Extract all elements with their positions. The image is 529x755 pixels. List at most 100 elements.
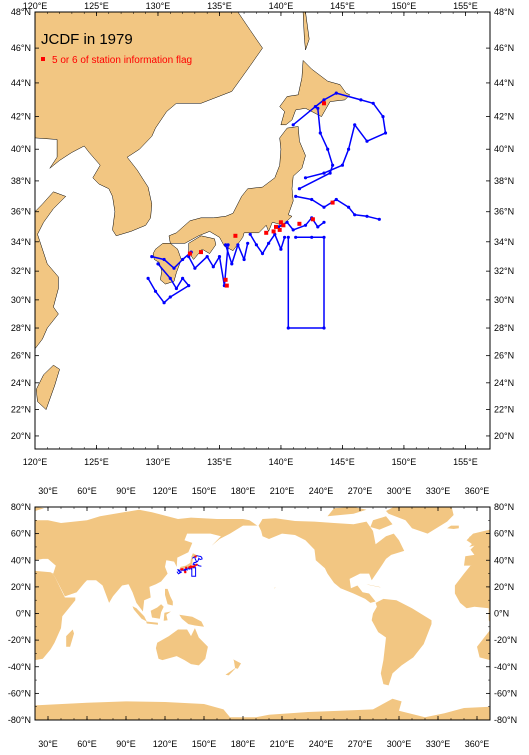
world-lat-label: 80°N <box>11 502 31 512</box>
world-lat-labels-right: 80°N 60°N 40°N 20°N 0°N -20°N -40°N -60°N -80°N <box>494 502 517 725</box>
lat-label: 34°N <box>11 237 31 247</box>
station-point <box>205 255 209 259</box>
station-point <box>365 139 369 143</box>
station-point <box>316 106 320 110</box>
world-lon-label: 120°E <box>153 486 178 496</box>
world-flag-point <box>180 568 183 571</box>
station-point <box>283 235 287 239</box>
world-land-philippines <box>165 588 173 606</box>
world-lon-labels-bottom: 30°E 60°E 90°E 120°E 150°E 180°E 210°E 240°E 270… <box>38 739 489 749</box>
lon-labels-top: 120°E 125°E 130°E 135°E 140°E 145°E 150°E 155°E <box>23 1 478 11</box>
world-lat-label: 0°N <box>16 609 31 619</box>
lon-label: 155°E <box>453 1 478 11</box>
station-point <box>230 262 234 266</box>
world-flag-point <box>181 568 184 571</box>
station-point <box>150 255 154 259</box>
lon-label: 145°E <box>330 457 355 467</box>
lat-label: 30°N <box>11 295 31 305</box>
station-point <box>310 235 314 239</box>
lat-label: 48°N <box>11 7 31 17</box>
land-honshu <box>168 126 306 252</box>
world-land-hawaii <box>274 586 276 589</box>
world-flag-point <box>193 565 196 568</box>
flag-point <box>277 227 282 232</box>
world-lon-label: 90°E <box>116 739 136 749</box>
lat-label: 42°N <box>494 112 514 122</box>
world-land-asia_europe <box>35 507 258 612</box>
world-ship-tracks <box>176 555 203 577</box>
lon-labels-bottom: 120°E 125°E 130°E 135°E 140°E 145°E 150°E 155°E <box>23 457 478 467</box>
station-point <box>285 220 289 224</box>
world-lon-label: 360°E <box>465 486 490 496</box>
station-point <box>326 147 330 151</box>
land-layer <box>35 12 351 411</box>
world-ship-track-4 <box>191 567 197 577</box>
flag-point <box>278 220 283 225</box>
lon-label: 120°E <box>23 457 48 467</box>
station-point <box>377 217 381 221</box>
lat-label: 32°N <box>494 266 514 276</box>
world-land-madagascar <box>66 629 74 647</box>
station-point <box>322 171 326 175</box>
lat-label: 28°N <box>494 323 514 333</box>
flag-point <box>274 224 278 229</box>
lat-label: 36°N <box>11 207 31 217</box>
lat-label: 28°N <box>11 323 31 333</box>
station-point <box>193 266 197 270</box>
world-tick-marks <box>34 506 491 721</box>
world-land-south_america <box>371 598 432 686</box>
world-land-japan <box>178 558 193 573</box>
world-lon-label: 150°E <box>192 486 217 496</box>
world-lat-label: 40°N <box>11 555 31 565</box>
tick-marks <box>34 11 491 449</box>
world-lat-label: -40°N <box>494 662 517 672</box>
station-point <box>242 257 246 262</box>
lon-label: 125°E <box>84 1 109 11</box>
lon-label: 120°E <box>23 1 48 11</box>
station-point <box>365 214 369 218</box>
world-land-antarctica <box>35 698 490 720</box>
ship-track-0 <box>292 92 387 179</box>
lat-labels-left: 20°N 22°N 24°N 26°N 28°N 30°N 32°N 34°N 36°N 38°N… <box>11 7 31 441</box>
world-flag-point <box>191 565 194 568</box>
world-land-arabia_fix <box>54 568 85 597</box>
world-flag-point <box>190 565 192 568</box>
station-point <box>267 241 271 245</box>
station-point <box>316 225 320 229</box>
station-point <box>187 284 191 288</box>
world-lat-label: -20°N <box>494 635 517 645</box>
lat-label: 22°N <box>494 405 514 415</box>
station-point <box>322 220 326 224</box>
flag-point <box>297 221 302 226</box>
station-point <box>156 262 160 266</box>
world-lon-label: 300°E <box>387 739 412 749</box>
station-point <box>226 243 230 247</box>
world-lat-label: -20°N <box>8 635 31 645</box>
station-point <box>260 252 265 256</box>
land-hokkaido <box>279 59 351 126</box>
lon-label: 140°E <box>269 1 294 11</box>
station-point <box>381 115 385 119</box>
station-point <box>153 289 158 293</box>
world-land-arctic_islands <box>327 507 367 517</box>
world-land-java <box>146 621 158 625</box>
flag-point <box>281 223 286 228</box>
legend-label: 5 or 6 of station information flag <box>52 55 192 66</box>
land-sakhalin <box>302 12 310 50</box>
world-flag-point <box>185 566 188 569</box>
station-point <box>322 235 326 239</box>
station-point <box>162 257 166 262</box>
station-point <box>146 276 150 280</box>
world-land-layer <box>35 507 490 720</box>
station-point <box>322 98 326 102</box>
lat-label: 38°N <box>494 176 514 186</box>
station-point <box>313 105 317 109</box>
station-point <box>224 243 228 247</box>
flag-point <box>233 233 238 238</box>
station-point <box>246 241 250 245</box>
legend-marker <box>41 57 45 61</box>
lon-label: 125°E <box>84 457 109 467</box>
land-taiwan <box>35 364 60 411</box>
land-kyushu <box>152 243 182 285</box>
